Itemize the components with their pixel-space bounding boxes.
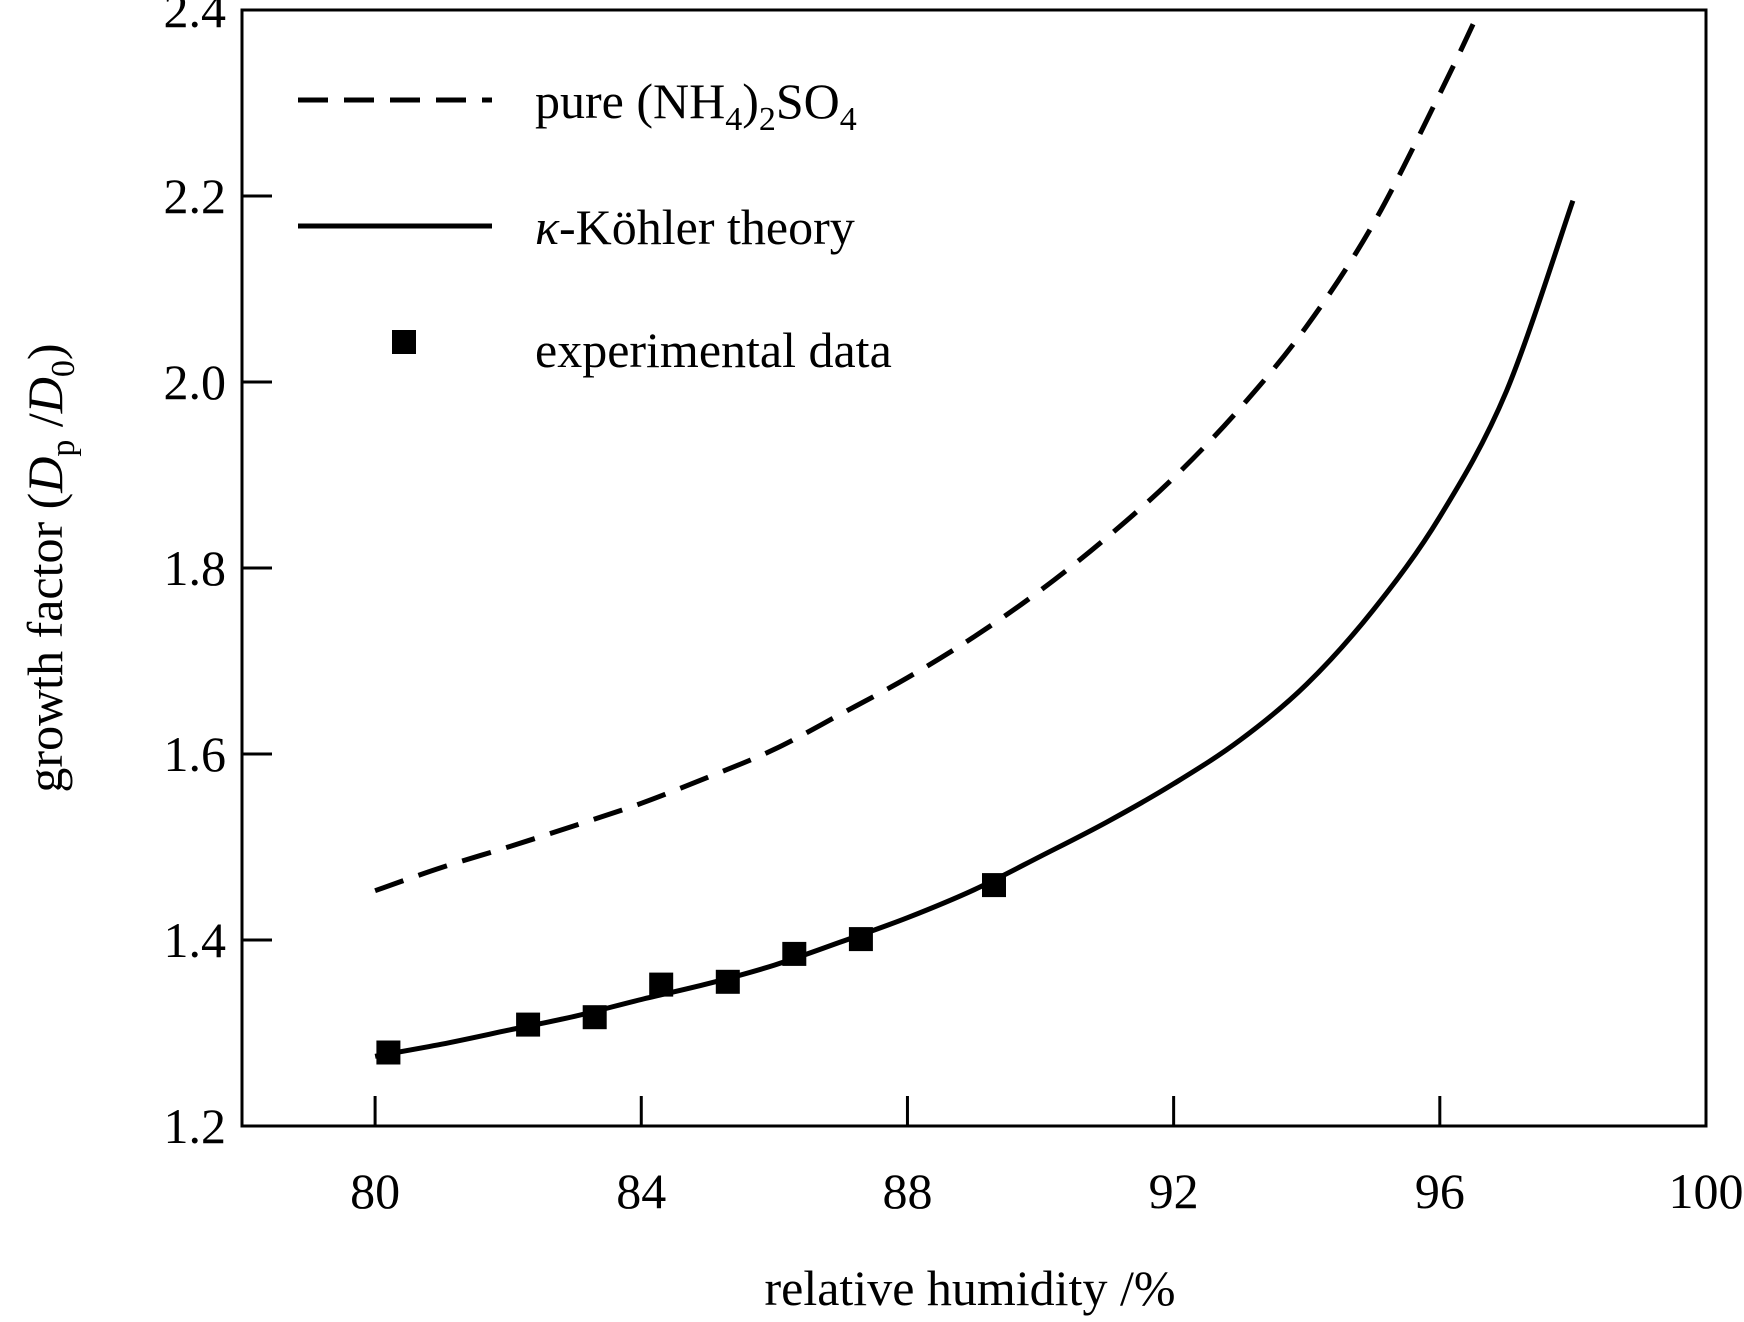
experimental-data-point [982,873,1006,898]
y-tick-label: 1.6 [164,726,227,782]
y-tick-label: 1.8 [164,540,227,596]
y-tick-label: 1.2 [164,1098,227,1154]
legend: pure (NH4)2SO4 κ-Köhler theory experimen… [298,73,892,378]
y-axis-title-denominator: D [17,377,73,414]
y-tick-label: 1.4 [164,912,227,968]
pure-ammonium-sulfate-line [374,8,1482,894]
y-axis-title-prefix: growth factor ( [17,493,73,793]
y-axis-title-numerator-sub: p [45,440,82,457]
y-axis-title-numerator: D [17,457,73,494]
y-axis-title-denominator-sub: 0 [45,360,82,377]
legend-marker-swatch [392,330,416,354]
experimental-data-point [582,1005,607,1030]
experimental-data-point [848,927,873,952]
y-axis-title-slash: / [17,413,73,440]
x-tick-label: 80 [350,1163,400,1219]
legend-label-experimental: experimental data [535,322,892,378]
axis-ticks: 80 84 88 92 96 100 1.2 1.4 1.6 1.8 2.0 2.2 2.4 [164,0,1744,1219]
legend-label-pure: pure (NH4)2SO4 [535,73,857,138]
x-tick-label: 88 [882,1163,932,1219]
experimental-data-point [715,969,740,994]
legend-label-kohler: κ-Köhler theory [535,199,855,255]
x-tick-label: 92 [1149,1163,1199,1219]
experimental-data-point [649,972,674,997]
y-tick-label: 2.2 [164,168,227,224]
y-axis-title-suffix: ) [17,343,73,360]
experimental-data-point [516,1012,541,1037]
series-layer [374,8,1576,1065]
experimental-data-point [782,941,807,966]
x-tick-label: 96 [1415,1163,1465,1219]
x-tick-label: 84 [616,1163,666,1219]
x-tick-label: 100 [1669,1163,1744,1219]
y-tick-label: 2.0 [164,354,227,410]
y-axis-title: growth factor (Dp /D0) [17,343,82,792]
y-tick-label: 2.4 [164,0,227,38]
experimental-data-point [376,1040,401,1065]
x-axis-title: relative humidity /% [764,1260,1175,1316]
plot-frame [240,8,1708,1128]
